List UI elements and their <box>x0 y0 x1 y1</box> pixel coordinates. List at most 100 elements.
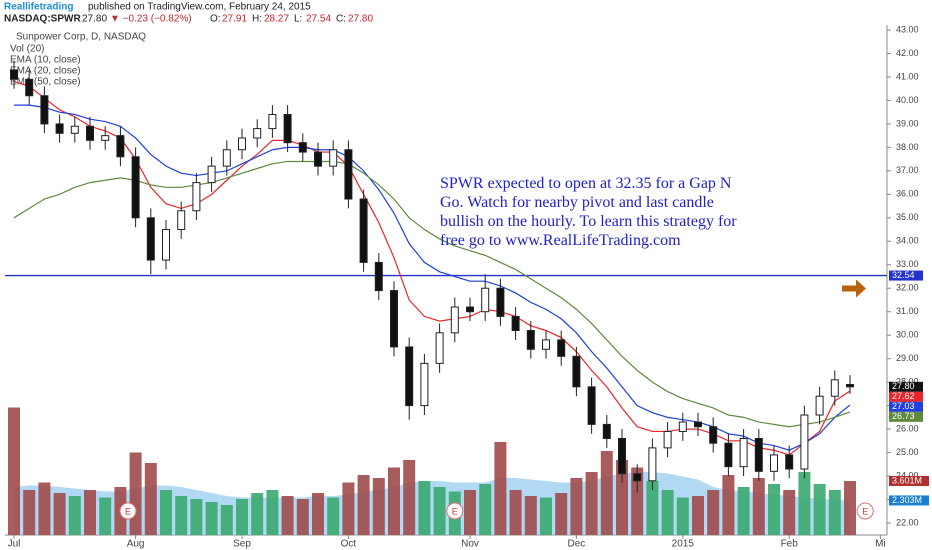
volume-bar <box>768 484 780 535</box>
volume-bar <box>357 475 370 535</box>
indicator-label: EMA (10, close) <box>10 55 81 66</box>
candle-body <box>253 128 262 139</box>
volume-bar <box>707 490 720 535</box>
candle-body <box>694 421 702 428</box>
volume-bar <box>8 407 20 535</box>
candle-body <box>101 135 110 141</box>
y-tick-label: 40.00 <box>896 95 919 105</box>
annotation: Go. Watch for nearby pivot and last cand… <box>440 194 714 211</box>
candle-body <box>420 362 429 407</box>
volume-bar <box>479 484 492 535</box>
volume-bar <box>68 496 81 535</box>
y-tick-label: 26.00 <box>896 423 919 433</box>
change: ▼ −0.23 (−0.82%) <box>110 14 192 25</box>
candle-body <box>770 454 778 472</box>
volume-bar <box>494 442 507 535</box>
candle-body <box>496 287 505 317</box>
volume-bar <box>555 493 568 535</box>
candle-body <box>542 339 550 350</box>
candle-body <box>207 165 216 184</box>
x-tick-label: Oct <box>341 539 357 550</box>
volume-bar <box>144 463 157 535</box>
candle-body <box>374 261 383 292</box>
candle-body <box>663 430 672 449</box>
volume-bar <box>403 460 416 535</box>
value-box-label: 32.54 <box>892 270 915 280</box>
volume-bar <box>783 490 796 535</box>
volume-bar <box>53 493 66 535</box>
candle-body <box>587 386 596 425</box>
candle-body <box>268 114 277 130</box>
volume-bar <box>433 487 446 535</box>
value-box <box>889 391 923 402</box>
candle-body <box>557 339 566 357</box>
ohlc-header: 27.91 <box>222 14 247 25</box>
earnings-label: E <box>862 506 868 516</box>
y-tick-label: 38.00 <box>896 142 919 152</box>
annotation: SPWR expected to open at 32.35 for a Gap… <box>440 175 732 192</box>
y-tick-label: 43.00 <box>896 24 919 34</box>
volume-bar <box>600 451 613 535</box>
candle-body <box>344 149 353 200</box>
candle-body <box>602 423 611 439</box>
ohlc-header: 27.54 <box>306 14 331 25</box>
volume-bar <box>266 490 279 535</box>
candle-body <box>329 149 338 167</box>
volume-bar <box>464 490 476 535</box>
volume-bar <box>752 478 765 535</box>
y-tick-label: 41.00 <box>896 71 919 81</box>
candle-body <box>359 198 368 263</box>
volume-bar <box>585 472 598 535</box>
candle-body <box>678 421 687 432</box>
ohlc-header: 27.80 <box>348 14 373 25</box>
volume-bar <box>540 497 552 535</box>
volume-bar <box>220 505 233 535</box>
candle-body <box>754 437 763 472</box>
y-tick-label: 29.00 <box>896 353 919 363</box>
ema-line <box>13 160 851 428</box>
candle-body <box>785 454 794 470</box>
x-tick-label: Mi <box>875 539 886 550</box>
volume-bar <box>813 484 826 535</box>
value-box-label: 27.62 <box>892 391 915 401</box>
volume-bar <box>190 499 203 535</box>
y-tick-label: 31.00 <box>896 306 919 316</box>
candle-body <box>40 95 49 125</box>
volume-bar <box>661 490 674 535</box>
annotation: free go to www.RealLifeTrading.com <box>440 232 681 249</box>
ohlc-header: C: <box>336 14 346 25</box>
earnings-marker <box>446 502 464 520</box>
ohlc-header: O: <box>210 14 221 25</box>
y-tick-label: 37.00 <box>896 165 919 175</box>
candle-body <box>55 123 64 134</box>
volume-bar <box>342 482 355 535</box>
candle-body <box>846 383 854 388</box>
volume-bar <box>84 490 96 535</box>
candle-body <box>298 142 307 153</box>
candle-body <box>10 69 18 80</box>
volume-bar <box>327 497 340 535</box>
ohlc-header: L: <box>294 14 302 25</box>
candle-body <box>86 125 94 141</box>
candle-body <box>162 229 170 261</box>
y-tick-label: 42.00 <box>896 48 919 58</box>
candle-body <box>724 442 733 468</box>
candle-body <box>709 426 718 444</box>
annotation: bullish on the hourly. To learn this str… <box>440 213 737 230</box>
candle-body <box>466 306 474 313</box>
value-box <box>889 475 929 486</box>
candle-body <box>648 447 657 482</box>
y-tick-label: 35.00 <box>896 212 919 222</box>
earnings-label: E <box>125 506 131 516</box>
volume-bar <box>722 475 735 535</box>
publisher: Reallifetrading <box>4 2 73 13</box>
candle-body <box>222 149 231 167</box>
value-box <box>889 270 923 281</box>
candle-body <box>116 135 125 158</box>
indicator-label: EMA (50, close) <box>10 77 81 88</box>
x-tick-label: Nov <box>461 539 479 550</box>
volume-bar <box>418 481 431 535</box>
candle-body <box>131 156 140 219</box>
volume-bar <box>160 490 172 535</box>
